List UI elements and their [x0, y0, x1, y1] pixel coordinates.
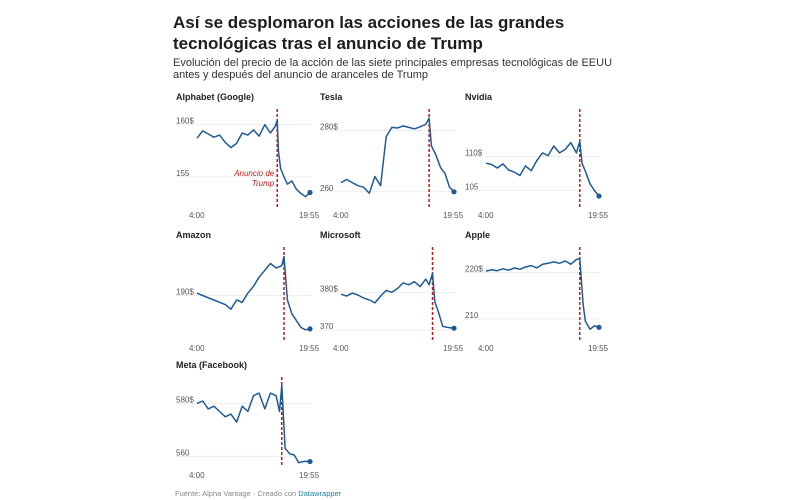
meta-facebook-y-tick-label: 580$	[176, 396, 194, 405]
microsoft-price-line	[340, 272, 455, 329]
amazon-y-tick-label: 190$	[176, 287, 194, 296]
nvidia-x-tick-label: 19:55	[588, 211, 609, 220]
apple-price-line	[485, 257, 600, 330]
tesla-y-tick-label: 280$	[320, 122, 338, 131]
meta-facebook-price-line	[196, 384, 311, 464]
microsoft-x-tick-label: 19:55	[443, 344, 464, 353]
amazon-x-tick-label: 4:00	[189, 344, 205, 353]
nvidia-end-point	[596, 193, 602, 199]
tesla-y-tick-label: 260	[320, 184, 334, 193]
amazon-end-point	[307, 326, 313, 332]
datawrapper-link[interactable]: Datawrapper	[298, 489, 342, 498]
announcement-label: Anuncio de Trump	[233, 169, 275, 188]
tesla-x-tick-label: 19:55	[443, 211, 464, 220]
chart-title: Así se desplomaron las acciones de las g…	[173, 13, 565, 53]
apple-panel-title: Apple	[465, 230, 490, 240]
tesla-price-line	[340, 117, 455, 195]
alphabet-google-panel-title: Alphabet (Google)	[176, 92, 254, 102]
amazon-price-line	[196, 255, 311, 331]
apple-x-tick-label: 19:55	[588, 344, 609, 353]
apple-x-tick-label: 4:00	[478, 344, 494, 353]
alphabet-google-y-tick-label: 155	[176, 169, 190, 178]
alphabet-google-y-tick-label: 160$	[176, 117, 194, 126]
microsoft-x-tick-label: 4:00	[333, 344, 349, 353]
chart-subtitle: Evolución del precio de la acción de las…	[173, 57, 613, 81]
tesla-panel-title: Tesla	[320, 92, 343, 102]
microsoft-y-tick-label: 370	[320, 322, 334, 331]
amazon-x-tick-label: 19:55	[299, 344, 320, 353]
tesla-end-point	[451, 189, 457, 195]
alphabet-google-x-tick-label: 4:00	[189, 211, 205, 220]
source-note: Fuente: Alpha Vantage · Creado con Dataw…	[175, 489, 341, 498]
tesla-x-tick-label: 4:00	[333, 211, 349, 220]
alphabet-google-price-line	[196, 119, 311, 198]
meta-facebook-end-point	[307, 458, 313, 465]
nvidia-panel-title: Nvidia	[465, 92, 493, 102]
meta-facebook-panel-title: Meta (Facebook)	[176, 360, 247, 370]
meta-facebook-x-tick-label: 19:55	[299, 471, 320, 480]
amazon-panel-title: Amazon	[176, 230, 211, 240]
nvidia-price-line	[485, 140, 600, 197]
apple-y-tick-label: 210	[465, 311, 479, 320]
alphabet-google-x-tick-label: 19:55	[299, 211, 320, 220]
meta-facebook-x-tick-label: 4:00	[189, 471, 205, 480]
nvidia-y-tick-label: 110$	[465, 148, 483, 157]
meta-facebook-y-tick-label: 560	[176, 448, 190, 457]
nvidia-y-tick-label: 105	[465, 183, 479, 192]
nvidia-x-tick-label: 4:00	[478, 211, 494, 220]
source-text: Fuente: Alpha Vantage · Creado con	[175, 489, 299, 498]
microsoft-y-tick-label: 380$	[320, 284, 338, 293]
apple-end-point	[596, 324, 602, 330]
microsoft-panel-title: Microsoft	[320, 230, 361, 240]
apple-y-tick-label: 220$	[465, 265, 483, 274]
microsoft-end-point	[451, 325, 457, 331]
alphabet-google-end-point	[307, 189, 313, 196]
